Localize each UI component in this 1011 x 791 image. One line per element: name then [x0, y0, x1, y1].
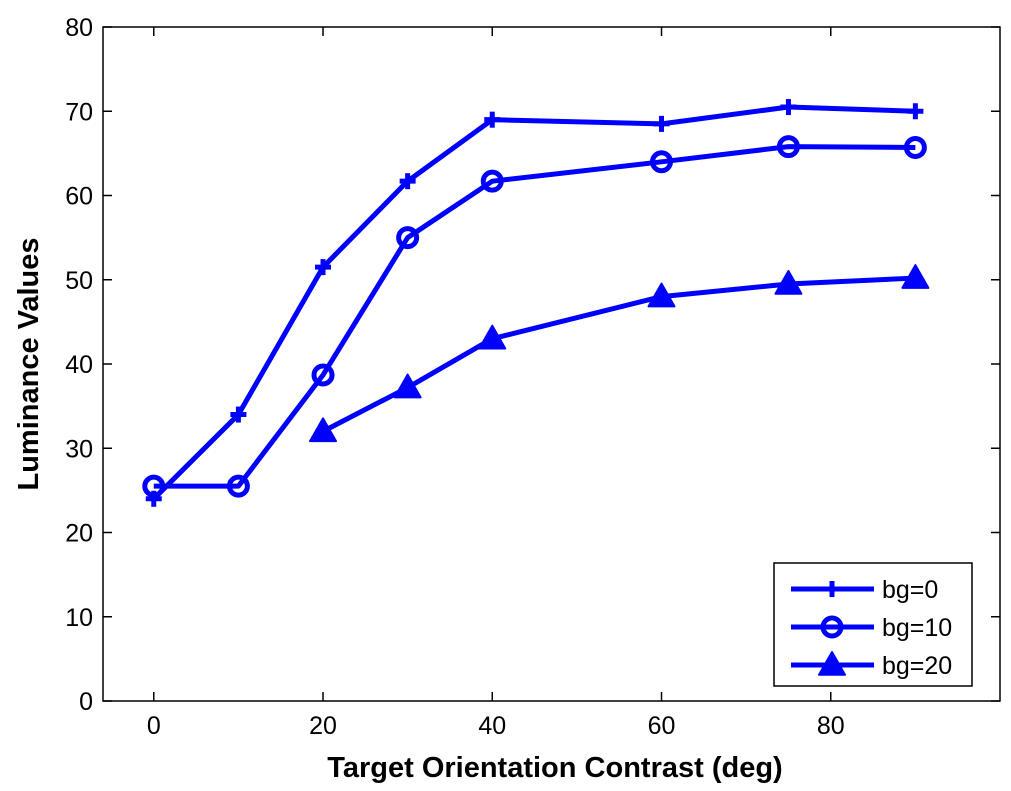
data-point: [480, 169, 504, 193]
legend-label: bg=20: [882, 652, 952, 680]
data-point: [903, 135, 927, 159]
y-tick-label: 40: [65, 351, 93, 379]
y-axis-title: Luminance Values: [13, 237, 45, 490]
x-tick-label: 40: [478, 712, 506, 740]
x-tick-label: 80: [817, 712, 845, 740]
series-line: [152, 104, 916, 501]
data-point: [142, 474, 166, 498]
data-point: [226, 474, 250, 498]
data-point: [780, 99, 797, 116]
data-point: [311, 363, 335, 387]
data-point: [901, 264, 930, 289]
data-point: [907, 103, 924, 120]
data-point: [774, 269, 803, 295]
data-point: [393, 373, 422, 399]
y-tick-label: 0: [79, 688, 93, 716]
data-point: [230, 406, 247, 423]
x-axis-title: Target Orientation Contrast (deg): [327, 752, 782, 784]
x-tick-label: 60: [648, 712, 676, 740]
x-tick-label: 20: [309, 712, 337, 740]
data-point: [647, 282, 676, 308]
series-line: [153, 144, 916, 489]
series-bg=10: [142, 135, 927, 498]
series-bg=0: [145, 99, 924, 507]
x-tick-label: 0: [147, 712, 161, 740]
data-point: [650, 150, 674, 174]
y-tick-label: 10: [65, 604, 93, 632]
series-line: [321, 275, 916, 434]
legend-marker: [824, 581, 840, 597]
series-group: [142, 99, 930, 507]
data-point: [399, 173, 416, 190]
legend: bg=0 bg=10 bg=20: [773, 562, 973, 687]
legend-marker: [820, 615, 844, 639]
data-point: [478, 324, 507, 350]
legend-label: bg=0: [882, 576, 938, 604]
data-point: [653, 115, 670, 132]
data-point: [396, 226, 420, 250]
legend-marker: [818, 651, 846, 676]
y-tick-label: 50: [65, 267, 93, 295]
y-tick-label: 80: [65, 14, 93, 42]
y-tick-label: 30: [65, 435, 93, 463]
legend-item: bg=0: [791, 576, 938, 604]
y-tick-label: 20: [65, 520, 93, 548]
legend-label: bg=10: [882, 614, 952, 642]
ticks: 0 20 40 60 80 0 10 20 30 40 50 60 70 80: [65, 14, 1000, 740]
legend-item: bg=10: [791, 614, 952, 642]
data-point: [315, 259, 332, 276]
legend-item: bg=20: [791, 651, 952, 680]
y-tick-label: 70: [65, 98, 93, 126]
series-bg=20: [309, 264, 930, 443]
data-point: [484, 111, 501, 128]
y-tick-label: 60: [65, 183, 93, 211]
data-point: [776, 135, 800, 159]
data-point: [309, 417, 338, 443]
